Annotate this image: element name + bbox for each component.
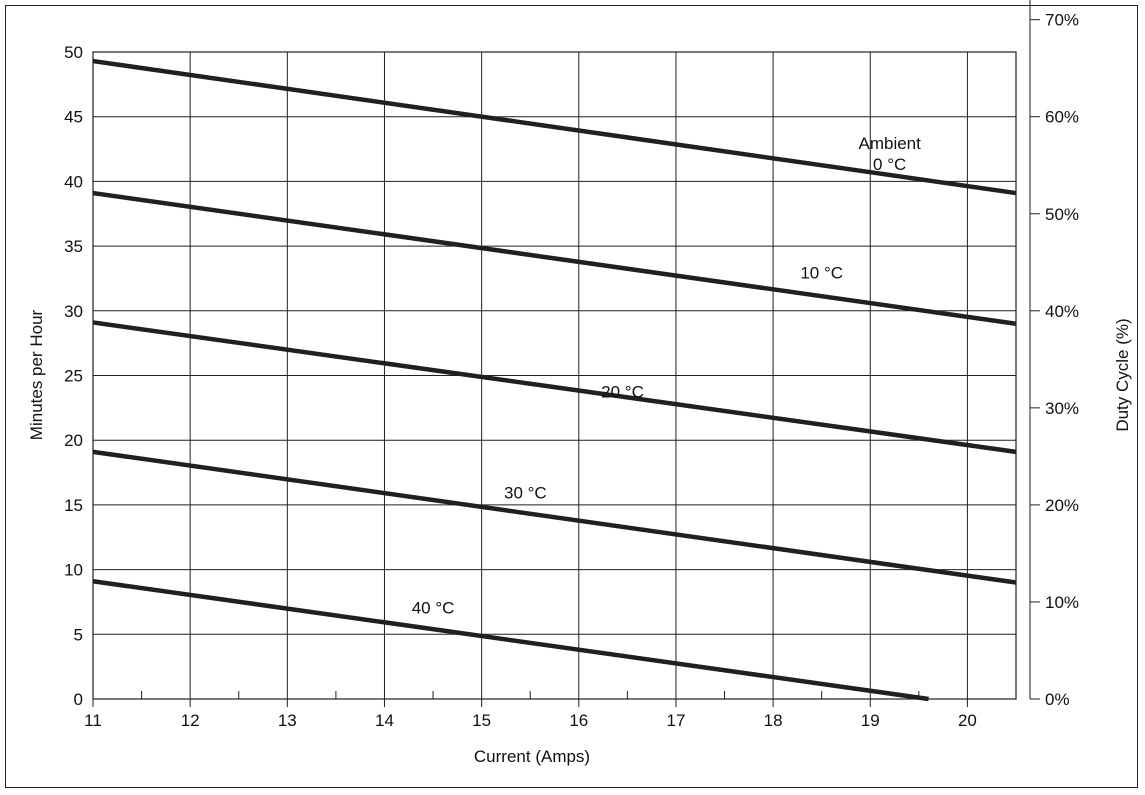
series-line (92, 579, 929, 702)
x-tick-label: 12 (181, 711, 200, 730)
x-tick-label: 14 (375, 711, 394, 730)
x-axis-label: Current (Amps) (474, 747, 590, 766)
series-label: 40 °C (412, 599, 455, 618)
x-tick-label: 19 (861, 711, 880, 730)
x-tick-label: 20 (958, 711, 977, 730)
series-labels: Ambient 0 °C 10 °C 20 °C 30 °C 40 °C (412, 134, 921, 618)
chart-frame (5, 5, 1138, 788)
y-tick-label: 15 (64, 496, 83, 515)
y2-tick-label: 30% (1045, 399, 1079, 418)
series-label: 0 °C (873, 155, 906, 174)
y2-tick-label: 70% (1045, 11, 1079, 30)
axes: 0 5 10 15 20 25 30 35 40 45 50 11 12 13 14 15 16 17 18 19 20… (64, 0, 1079, 730)
x-tick-label: 15 (472, 711, 491, 730)
y2-tick-label: 0% (1045, 690, 1070, 709)
series-line (92, 320, 1017, 455)
y-tick-label: 20 (64, 431, 83, 450)
y-tick-label: 10 (64, 561, 83, 580)
y2-tick-label: 60% (1045, 108, 1079, 127)
series-line (92, 58, 1017, 196)
series-line (92, 449, 1017, 585)
y2-axis-label: Duty Cycle (%) (1113, 318, 1132, 431)
x-tick-label: 16 (569, 711, 588, 730)
y2-tick-label: 10% (1045, 593, 1079, 612)
plot-border (92, 51, 1017, 700)
x-tick-label: 11 (84, 711, 102, 730)
series-line (92, 190, 1017, 326)
y-tick-label: 5 (74, 625, 83, 644)
y-tick-label: 25 (64, 367, 83, 386)
series-label: Ambient (859, 134, 922, 153)
y-tick-label: 30 (64, 302, 83, 321)
y-tick-label: 45 (64, 108, 83, 127)
series-lines (92, 58, 1017, 702)
y2-tick-label: 20% (1045, 496, 1079, 515)
x-tick-label: 17 (666, 711, 685, 730)
series-label: 30 °C (504, 483, 547, 502)
series-label: 20 °C (601, 382, 644, 401)
x-tick-label: 13 (278, 711, 297, 730)
x-tick-label: 18 (764, 711, 783, 730)
y-tick-label: 40 (64, 172, 83, 191)
y-tick-label: 50 (64, 43, 83, 62)
series-label: 10 °C (800, 263, 843, 282)
y2-tick-label: 50% (1045, 205, 1079, 224)
y-axis-label: Minutes per Hour (27, 309, 46, 440)
y-tick-label: 35 (64, 237, 83, 256)
y2-tick-label: 40% (1045, 302, 1079, 321)
y-tick-label: 0 (74, 690, 83, 709)
